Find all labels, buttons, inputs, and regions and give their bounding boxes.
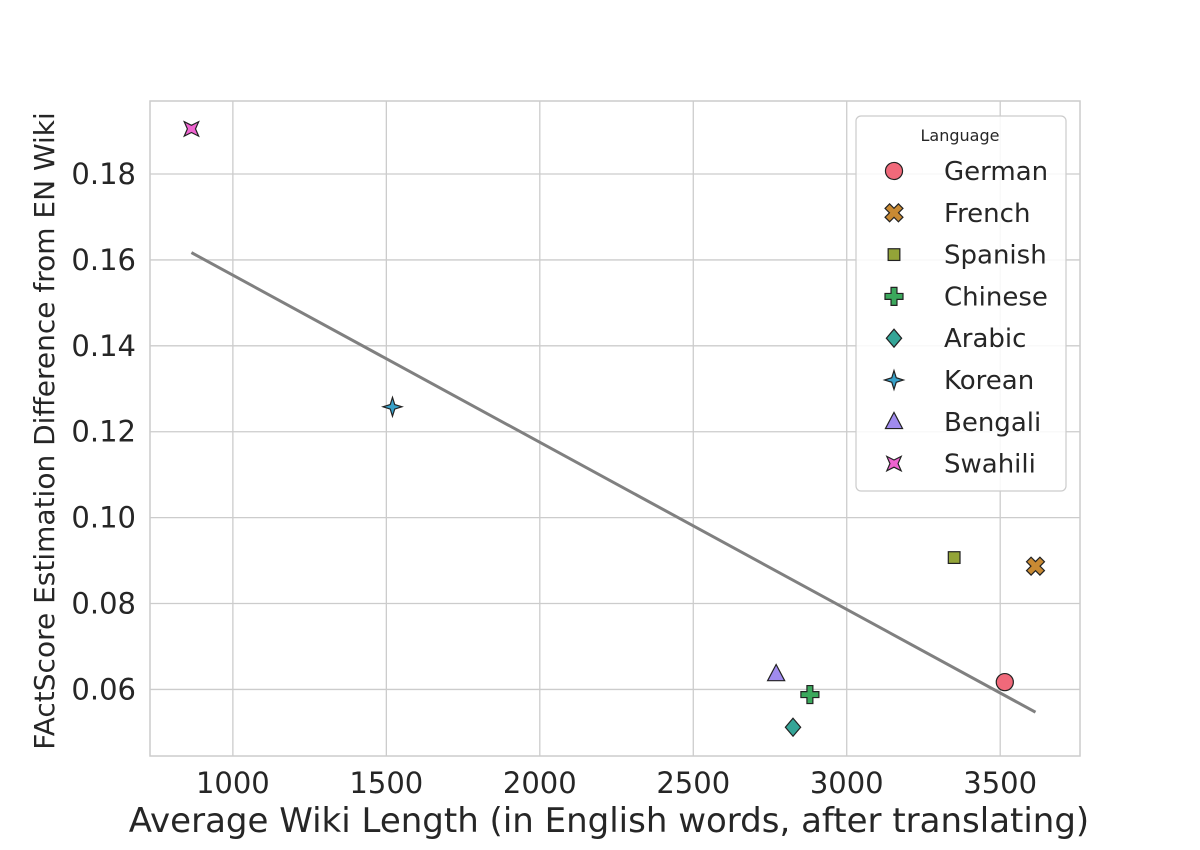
legend-marker-french [884, 203, 904, 223]
legend-marker-german [884, 161, 904, 181]
data-point-korean [381, 395, 404, 419]
legend-label: Korean [944, 366, 1034, 396]
legend: Language German French Spanish Chinese Arabi… [855, 115, 1067, 492]
data-point-french [1025, 556, 1046, 576]
legend-title: Language [921, 126, 1000, 145]
x-tick-label: 2500 [656, 766, 730, 800]
data-point-spanish [947, 551, 961, 565]
data-point-swahili [183, 120, 200, 138]
x-tick-label: 3500 [963, 766, 1037, 800]
y-tick-label: 0.08 [71, 587, 136, 621]
legend-item-spanish: Spanish [887, 241, 1047, 271]
legend-marker-chinese [884, 286, 904, 306]
y-tick-label: 0.06 [71, 672, 136, 706]
legend-marker-swahili [885, 455, 903, 473]
legend-label: Arabic [944, 324, 1026, 354]
y-axis-label: FActScore Estimation Difference from EN … [28, 112, 61, 750]
legend-label: German [944, 157, 1048, 187]
legend-label: Chinese [944, 282, 1048, 312]
legend-marker-bengali [884, 411, 904, 430]
data-point-german [995, 672, 1014, 692]
y-tick-label: 0.16 [71, 243, 136, 277]
x-tick-label: 1500 [349, 766, 423, 800]
legend-item-arabic: Arabic [885, 324, 1026, 354]
y-tick-label: 0.12 [71, 415, 136, 449]
legend-marker-korean [882, 368, 906, 392]
data-point-chinese [800, 684, 820, 705]
x-axis-label: Average Wiki Length (in English words, a… [129, 801, 1089, 841]
data-point-bengali [766, 663, 786, 682]
legend-item-german: German [884, 157, 1048, 187]
legend-item-bengali: Bengali [884, 408, 1041, 438]
x-tick-labels: 1000 1500 2000 2500 3000 3500 [196, 766, 1037, 800]
trend-line [190, 251, 1037, 714]
plot-frame [149, 100, 1081, 757]
legend-marker-arabic [885, 328, 903, 349]
legend-label: Spanish [944, 241, 1047, 271]
legend-item-swahili: Swahili [885, 450, 1036, 480]
data-points [183, 120, 1046, 738]
x-tick-label: 1000 [196, 766, 270, 800]
y-tick-label: 0.10 [71, 501, 136, 535]
legend-item-french: French [884, 199, 1030, 229]
legend-label: Swahili [944, 450, 1036, 480]
legend-label: Bengali [944, 408, 1041, 438]
y-tick-labels: 0.06 0.08 0.10 0.12 0.14 0.16 0.18 [71, 157, 136, 706]
legend-label: French [944, 199, 1030, 229]
legend-item-chinese: Chinese [884, 282, 1048, 312]
legend-marker-spanish [887, 248, 901, 262]
y-tick-label: 0.18 [71, 157, 136, 191]
x-tick-label: 3000 [810, 766, 884, 800]
data-point-arabic [784, 717, 802, 738]
legend-box [855, 115, 1067, 492]
y-tick-label: 0.14 [71, 329, 136, 363]
x-tick-label: 2000 [503, 766, 577, 800]
legend-item-korean: Korean [882, 366, 1034, 396]
